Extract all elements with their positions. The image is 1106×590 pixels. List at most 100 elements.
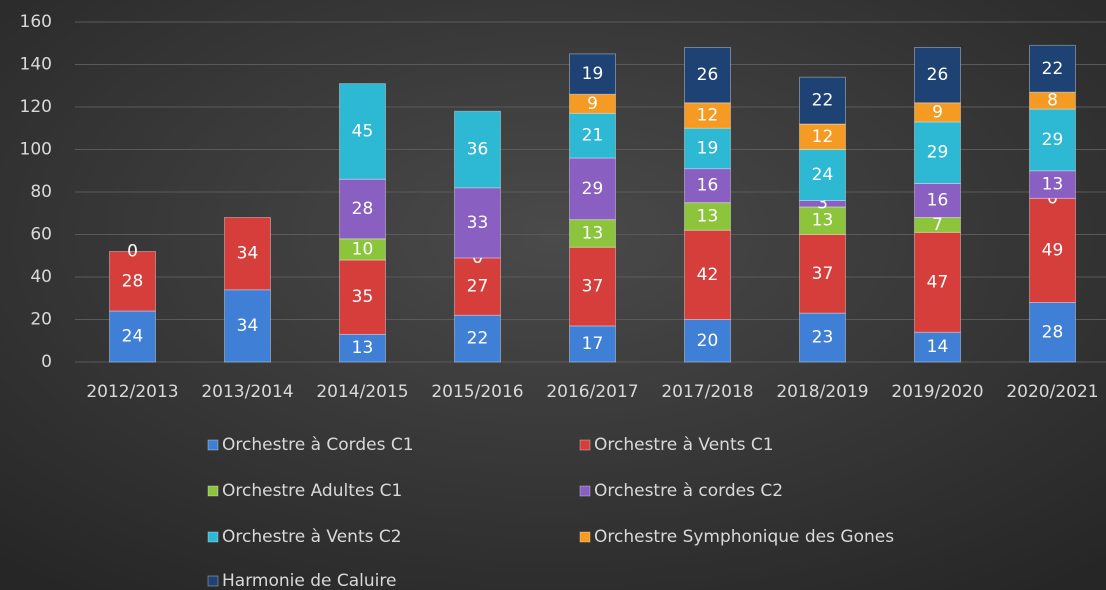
bar-segment — [684, 168, 731, 204]
y-tick-label: 0 — [41, 352, 52, 372]
data-label: 13 — [697, 206, 719, 226]
data-label: 23 — [812, 328, 834, 348]
legend-swatch — [207, 439, 219, 451]
data-label: 13 — [352, 338, 374, 358]
y-tick-label: 20 — [30, 310, 52, 330]
bar-segment — [569, 219, 616, 248]
bar-segment — [339, 333, 386, 363]
bar-segment — [799, 149, 846, 201]
data-label: 0 — [127, 242, 138, 262]
x-tick-label: 2019/2020 — [891, 382, 983, 402]
data-label: 37 — [582, 277, 604, 297]
legend-label: Orchestre Adultes C1 — [222, 481, 402, 501]
legend-swatch — [579, 439, 591, 451]
y-tick-label: 120 — [20, 97, 52, 117]
bar-segment — [339, 83, 386, 180]
legend-swatch — [579, 531, 591, 543]
bar-segment — [1029, 44, 1076, 93]
bar-segment — [569, 53, 616, 95]
data-label: 7 — [932, 215, 943, 235]
legend-label: Orchestre à cordes C2 — [594, 481, 783, 501]
bar-segment — [799, 76, 846, 125]
data-label: 16 — [927, 191, 949, 211]
data-label: 22 — [1042, 59, 1064, 79]
bar-segment — [799, 312, 846, 363]
legend-label: Harmonie de Caluire — [222, 571, 396, 590]
x-tick-label: 2017/2018 — [661, 382, 753, 402]
bar-segment — [224, 217, 271, 291]
data-label: 9 — [932, 102, 943, 122]
data-label: 10 — [352, 239, 374, 259]
data-label: 29 — [1042, 130, 1064, 150]
x-tick-label: 2016/2017 — [546, 382, 638, 402]
bar-segment — [684, 47, 731, 104]
bar-segment — [109, 310, 156, 363]
data-label: 37 — [812, 264, 834, 284]
data-label: 19 — [582, 64, 604, 84]
data-label: 9 — [587, 94, 598, 114]
data-label: 13 — [1042, 175, 1064, 195]
data-label: 12 — [697, 106, 719, 126]
bar-segment — [799, 234, 846, 314]
data-label: 28 — [1042, 322, 1064, 342]
legend-label: Orchestre à Vents C1 — [594, 435, 774, 455]
data-label: 12 — [812, 127, 834, 147]
data-label: 27 — [467, 277, 489, 297]
legend-swatch — [207, 485, 219, 497]
bar-segment — [109, 251, 156, 312]
x-tick-label: 2013/2014 — [201, 382, 293, 402]
y-tick-label: 160 — [20, 12, 52, 32]
data-label: 49 — [1042, 240, 1064, 260]
data-label: 22 — [467, 329, 489, 349]
data-label: 24 — [122, 327, 144, 347]
legend-label: Orchestre à Vents C2 — [222, 527, 402, 547]
data-label: 26 — [927, 65, 949, 85]
data-label: 28 — [352, 199, 374, 219]
data-label: 19 — [697, 138, 719, 158]
legend-swatch — [207, 531, 219, 543]
y-tick-label: 40 — [30, 267, 52, 287]
data-label: 13 — [812, 211, 834, 231]
x-tick-label: 2012/2013 — [86, 382, 178, 402]
bar-segment — [569, 246, 616, 327]
bar-segment — [454, 110, 501, 189]
y-tick-label: 80 — [30, 182, 52, 202]
bar-segment — [339, 259, 386, 335]
data-label: 22 — [812, 91, 834, 111]
data-label: 16 — [697, 176, 719, 196]
x-tick-label: 2014/2015 — [316, 382, 408, 402]
data-label: 29 — [927, 143, 949, 163]
bar-segment — [684, 102, 731, 129]
legend-label: Orchestre Symphonique des Gones — [594, 527, 894, 547]
bar-segment — [569, 112, 616, 159]
data-label: 29 — [582, 179, 604, 199]
bar-segment — [454, 314, 501, 363]
data-label: 45 — [352, 121, 374, 141]
bar-segment — [914, 47, 961, 104]
bar-segment — [1029, 108, 1076, 172]
legend-swatch — [207, 575, 219, 587]
bar-segment — [454, 187, 501, 259]
bar-segment — [454, 257, 501, 316]
bar-segment — [684, 127, 731, 170]
data-label: 42 — [697, 265, 719, 285]
data-label: 20 — [697, 331, 719, 351]
data-label: 17 — [582, 334, 604, 354]
bar-segment — [914, 121, 961, 184]
data-label: 33 — [467, 213, 489, 233]
bar-segment — [799, 123, 846, 150]
x-tick-label: 2020/2021 — [1006, 382, 1098, 402]
bar-segment — [799, 206, 846, 235]
x-tick-label: 2018/2019 — [776, 382, 868, 402]
data-label: 14 — [927, 337, 949, 357]
data-label: 21 — [582, 126, 604, 146]
bar-segment — [914, 183, 961, 218]
data-label: 34 — [237, 316, 259, 336]
legend-swatch — [579, 485, 591, 497]
y-tick-label: 60 — [30, 225, 52, 245]
data-label: 8 — [1047, 91, 1058, 111]
data-label: 13 — [582, 223, 604, 243]
data-label: 28 — [122, 271, 144, 291]
data-label: 26 — [697, 65, 719, 85]
